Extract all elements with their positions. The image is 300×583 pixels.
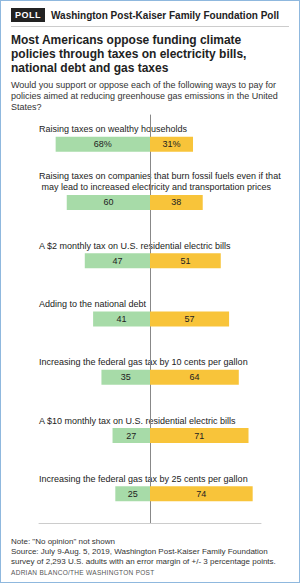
svg-text:47: 47 <box>112 256 122 266</box>
svg-text:27: 27 <box>126 431 136 441</box>
svg-text:41: 41 <box>117 314 127 324</box>
svg-text:Adding to the national debt: Adding to the national debt <box>39 299 147 309</box>
svg-text:31%: 31% <box>162 139 180 149</box>
html-text:Source: July 9-Aug. 5, 2019, W: Source: July 9-Aug. 5, 2019, Washington … <box>11 547 276 566</box>
svg-text:may lead to increased electric: may lead to increased electricity and tr… <box>39 182 272 192</box>
html-text:POLL: POLL <box>15 10 41 20</box>
svg-text:60: 60 <box>103 197 113 207</box>
svg-text:64: 64 <box>189 372 199 382</box>
svg-text:38: 38 <box>171 197 181 207</box>
svg-text:Raising taxes on wealthy house: Raising taxes on wealthy households <box>39 124 188 134</box>
svg-text:35: 35 <box>121 372 131 382</box>
svg-text:Increasing the federal gas tax: Increasing the federal gas tax by 10 cen… <box>39 357 248 367</box>
svg-text:Increasing the federal gas tax: Increasing the federal gas tax by 25 cen… <box>39 474 248 484</box>
html-text:ADRIAN BLANCO/THE WASHINGTON P: ADRIAN BLANCO/THE WASHINGTON POST <box>11 569 155 576</box>
svg-text:74: 74 <box>196 489 206 499</box>
svg-text:A $10 monthly tax on U.S. resi: A $10 monthly tax on U.S. residential el… <box>39 416 236 426</box>
svg-text:A $2 monthly tax on U.S. resid: A $2 monthly tax on U.S. residential ele… <box>39 241 231 251</box>
svg-text:51: 51 <box>180 256 190 266</box>
html-text:Would you support or oppose ea: Would you support or oppose each of the … <box>11 80 278 112</box>
html-text:Most Americans oppose funding: Most Americans oppose funding climate po… <box>11 33 247 75</box>
svg-text:Raising taxes on companies tha: Raising taxes on companies that burn fos… <box>39 171 281 181</box>
svg-text:25: 25 <box>128 489 138 499</box>
svg-text:57: 57 <box>185 314 195 324</box>
svg-text:68%: 68% <box>94 139 112 149</box>
svg-text:71: 71 <box>194 431 204 441</box>
html-text:Washington Post-Kaiser Family: Washington Post-Kaiser Family Foundation… <box>51 9 279 21</box>
html-text:Note: "No opinion" not shown: Note: "No opinion" not shown <box>11 537 115 546</box>
